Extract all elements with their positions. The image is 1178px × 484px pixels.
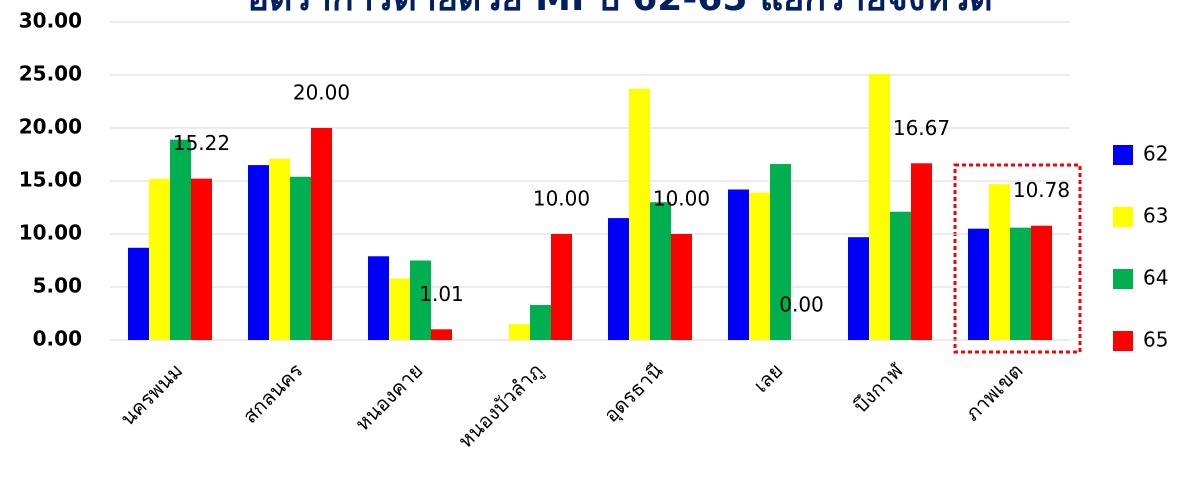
bar [770,164,791,340]
bar [551,234,572,340]
y-tick-label: 25.00 [19,62,82,86]
data-label: 15.22 [173,131,230,155]
x-tick-label: อุดรธานี [599,358,668,427]
y-tick-label: 30.00 [19,9,82,33]
legend-label: 65 [1143,328,1168,352]
bar [1010,227,1031,340]
bar [530,305,551,340]
bar [149,178,170,340]
x-tick-label: หนองบัวลำภู [453,358,548,453]
legend-swatch [1113,207,1133,227]
legend-swatch [1113,269,1133,289]
y-tick-label: 10.00 [19,221,82,245]
bar [968,228,989,340]
bar [1031,225,1052,340]
data-label: 0.00 [779,293,824,317]
x-tick-label: สกลนคร [238,358,308,428]
legend-swatch [1113,145,1133,165]
bar [509,324,530,340]
x-tick-label: หนองคาย [350,358,427,435]
chart-title: อัตราการตายด้วย MI ปี 62-65 แยกรายจังหวั… [247,0,992,19]
x-tick-label: บึงกาฬ [848,358,908,418]
x-tick-label: นครพนม [115,358,187,430]
bar [290,176,311,340]
bar [431,329,452,340]
legend-label: 64 [1143,266,1168,290]
y-tick-label: 20.00 [19,115,82,139]
data-label: 10.00 [653,187,710,211]
bar [911,163,932,340]
bar [989,184,1010,340]
bar [749,192,770,340]
bar [128,247,149,340]
bar [728,189,749,340]
x-tick-label: ภาพเขต [960,358,1027,425]
data-label: 10.78 [1013,178,1070,202]
bar [650,202,671,340]
bar [368,256,389,340]
legend-label: 62 [1143,142,1168,166]
y-tick-label: 5.00 [33,274,82,298]
legend-label: 63 [1143,204,1168,228]
bar [389,278,410,340]
x-tick-label: เลย [749,358,788,397]
data-label: 1.01 [419,282,464,306]
y-tick-label: 0.00 [33,327,82,351]
y-tick-label: 15.00 [19,168,82,192]
bar [170,139,191,340]
bar [410,260,431,340]
bar [671,234,692,340]
legend-swatch [1113,331,1133,351]
bar [269,158,290,340]
bar [248,165,269,340]
bar [629,88,650,340]
data-label: 16.67 [893,116,950,140]
data-label: 10.00 [533,187,590,211]
bar [848,237,869,340]
bar [890,211,911,340]
data-label: 20.00 [293,81,350,105]
bar [608,218,629,340]
highlight-box [953,163,1082,354]
bar [869,73,890,340]
bar [311,128,332,340]
bar [191,178,212,340]
